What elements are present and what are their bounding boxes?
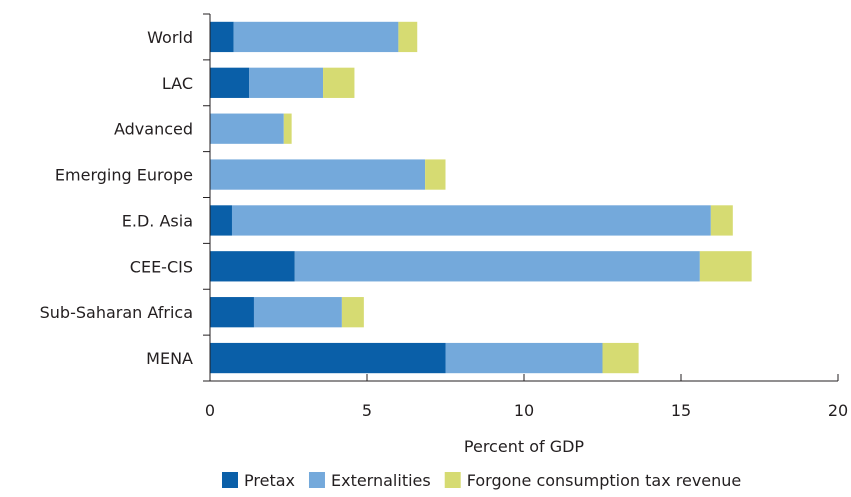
bar-lac-forgone-consumption-tax-revenue xyxy=(323,67,355,98)
legend-swatch-pretax xyxy=(222,472,238,488)
bar-e-d-asia-pretax xyxy=(210,205,232,236)
bar-advanced-externalities xyxy=(210,113,284,144)
category-label-cee-cis: CEE-CIS xyxy=(130,257,193,276)
bar-cee-cis-externalities xyxy=(294,251,700,282)
x-tick-label: 0 xyxy=(205,401,215,420)
category-label-emerging-europe: Emerging Europe xyxy=(55,166,193,185)
bar-cee-cis-forgone-consumption-tax-revenue xyxy=(699,251,752,282)
bar-e-d-asia-externalities xyxy=(231,205,711,236)
legend-label-externalities: Externalities xyxy=(331,471,431,490)
bar-mena-externalities xyxy=(445,342,603,374)
bar-e-d-asia-forgone-consumption-tax-revenue xyxy=(710,205,733,236)
category-label-lac: LAC xyxy=(162,74,193,93)
bar-advanced-forgone-consumption-tax-revenue xyxy=(283,113,292,144)
bar-world-forgone-consumption-tax-revenue xyxy=(398,21,418,53)
bar-lac-externalities xyxy=(249,67,324,98)
bars-layer xyxy=(210,21,752,374)
category-label-advanced: Advanced xyxy=(114,120,193,139)
legend-swatch-forgone-consumption-tax-revenue xyxy=(444,472,461,488)
x-axis-title: Percent of GDP xyxy=(464,437,585,456)
bar-mena-forgone-consumption-tax-revenue xyxy=(602,342,639,374)
category-label-world: World xyxy=(147,28,193,47)
x-tick-label: 5 xyxy=(362,401,372,420)
bar-lac-pretax xyxy=(210,67,250,98)
bar-emerging-europe-forgone-consumption-tax-revenue xyxy=(425,159,446,190)
category-label-sub-saharan-africa: Sub-Saharan Africa xyxy=(40,303,193,322)
category-label-e-d-asia: E.D. Asia xyxy=(122,211,193,230)
bar-mena-pretax xyxy=(210,342,446,374)
bar-sub-saharan-africa-externalities xyxy=(253,297,342,328)
category-labels: World LAC Advanced Emerging Europe E.D. Asia… xyxy=(40,13,210,382)
bar-emerging-europe-externalities xyxy=(210,159,426,190)
legend: Pretax Externalities Forgone consumption t… xyxy=(222,471,741,490)
category-label-mena: MENA xyxy=(146,349,193,368)
legend-label-pretax: Pretax xyxy=(244,471,295,490)
x-axis-ticks: 0 5 10 15 20 xyxy=(205,374,848,420)
bar-sub-saharan-africa-forgone-consumption-tax-revenue xyxy=(341,297,364,328)
x-tick-label: 20 xyxy=(828,401,848,420)
x-tick-label: 15 xyxy=(671,401,691,420)
bar-sub-saharan-africa-pretax xyxy=(210,297,254,328)
legend-label-forgone-consumption-tax-revenue: Forgone consumption tax revenue xyxy=(467,471,742,490)
bar-world-externalities xyxy=(233,21,399,53)
bar-cee-cis-pretax xyxy=(210,251,295,282)
x-tick-label: 10 xyxy=(514,401,534,420)
bar-world-pretax xyxy=(210,21,234,53)
legend-swatch-externalities xyxy=(308,472,325,488)
